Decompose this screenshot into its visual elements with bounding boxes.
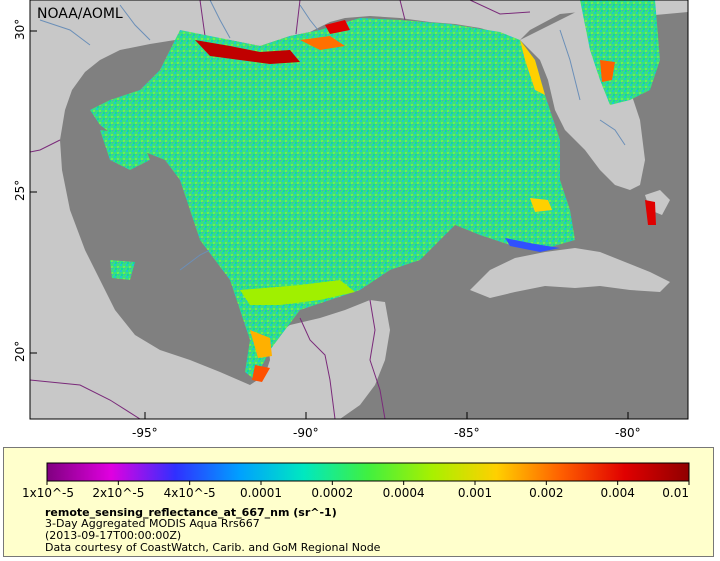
map-plot-area [30, 0, 688, 419]
colorbar-tick-label: 0.001 [458, 486, 492, 500]
graticule-ticks [30, 30, 629, 419]
lon-tick-label: -90° [293, 426, 319, 440]
colorbar-tick-label: 0.01 [662, 486, 689, 500]
land-florida-peninsula [520, 0, 688, 190]
colorbar-tick-label: 4x10^-5 [164, 486, 216, 500]
lat-tick-label: 30° [13, 19, 27, 40]
land-cuba [470, 248, 670, 298]
colorbar-tick-label: 0.0002 [311, 486, 353, 500]
colorbar-bar [46, 462, 690, 482]
reflectance-data-swath [90, 0, 660, 382]
lon-tick-label: -85° [454, 426, 480, 440]
colorbar-tick-label: 0.002 [529, 486, 563, 500]
land-mexico [30, 140, 390, 419]
high-reflectance-coastal-band [195, 40, 300, 64]
colorbar-ticks: 1x10^-5 2x10^-5 4x10^-5 0.0001 0.0002 0.0004 0… [22, 481, 690, 500]
colorbar-tick-label: 0.0001 [240, 486, 282, 500]
lat-tick-label: 20° [13, 341, 27, 362]
colorbar: 1x10^-5 2x10^-5 4x10^-5 0.0001 0.0002 0.0004 0… [22, 462, 690, 500]
political-borders [30, 0, 531, 419]
colorbar-tick-label: 2x10^-5 [92, 486, 144, 500]
map-border [29, 0, 689, 420]
legend-title: remote_sensing_reflectance_at_667_nm (sr… [45, 506, 337, 519]
credit-label: NOAA/AOML [37, 6, 123, 22]
rivers [39, 0, 626, 271]
legend-line-1: 3-Day Aggregated MODIS Aqua Rrs667 [45, 517, 260, 530]
legend-line-3: Data courtesy of CoastWatch, Carib. and … [45, 541, 381, 554]
colorbar-tick-label: 0.004 [600, 486, 634, 500]
colorbar-tick-label: 0.0004 [383, 486, 425, 500]
lon-tick-label: -80° [615, 426, 641, 440]
lon-tick-label: -95° [132, 426, 158, 440]
legend-line-2: (2013-09-17T00:00:00Z) [45, 529, 182, 542]
lat-tick-label: 25° [13, 180, 27, 201]
colorbar-tick-label: 1x10^-5 [22, 486, 74, 500]
